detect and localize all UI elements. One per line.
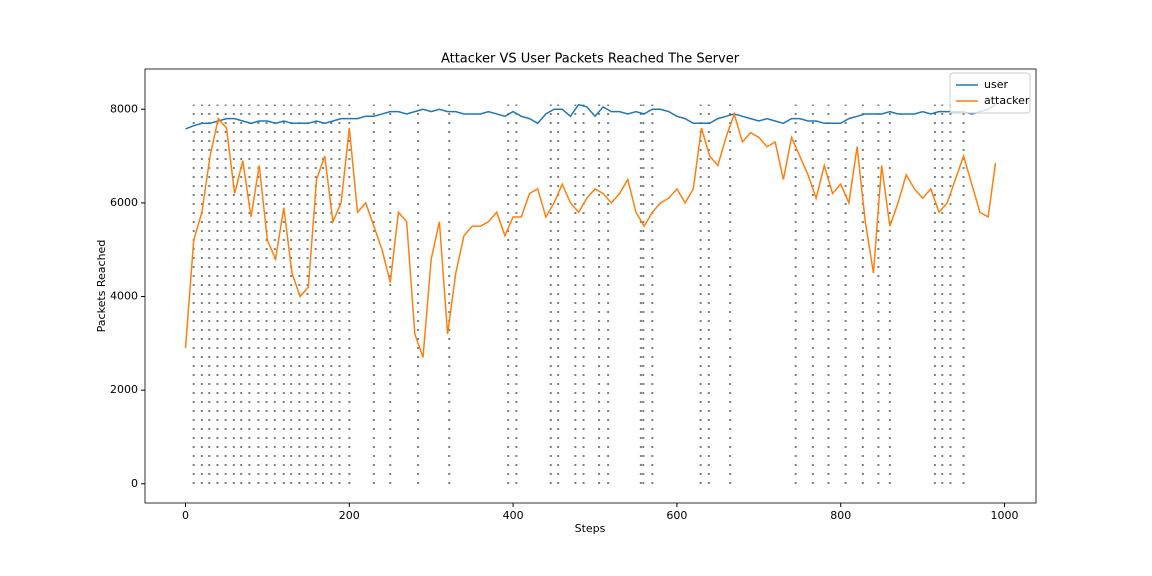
x-tick-label: 0 (182, 509, 189, 522)
y-tick-label: 2000 (110, 383, 138, 396)
y-tick-label: 4000 (110, 290, 138, 303)
y-tick-label: 0 (131, 477, 138, 490)
x-tick-label: 1000 (991, 509, 1019, 522)
x-tick-label: 600 (666, 509, 687, 522)
chart-title: Attacker VS User Packets Reached The Ser… (441, 52, 740, 67)
x-tick-label: 800 (830, 509, 851, 522)
x-tick-label: 400 (503, 509, 524, 522)
plot-frame (144, 68, 1037, 504)
legend-box (949, 72, 1031, 114)
series-line (185, 103, 996, 130)
x-axis-label: Steps (575, 522, 606, 535)
x-tick-label: 200 (339, 509, 360, 522)
y-tick-label: 6000 (110, 196, 138, 209)
legend-label: user (984, 78, 1008, 91)
y-axis-label: Packets Reached (95, 240, 108, 333)
series-line (184, 111, 997, 358)
y-tick-label: 8000 (110, 102, 138, 115)
legend-label: attacker (984, 94, 1030, 107)
